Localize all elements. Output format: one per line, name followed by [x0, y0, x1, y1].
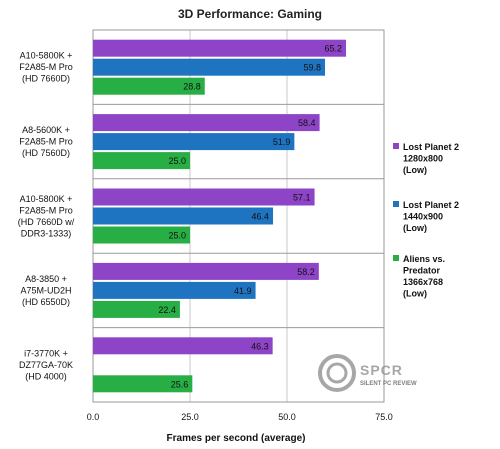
- logo-ring: [318, 354, 356, 392]
- category-label: i7-3770K + DZ77GA-70K (HD 4000): [19, 348, 73, 381]
- bar: [93, 152, 190, 170]
- bar: [93, 114, 320, 132]
- data-label: 65.2: [324, 44, 342, 54]
- data-label: 25.0: [168, 231, 186, 241]
- legend-swatch: [393, 255, 399, 261]
- bars: 65.259.8 28.8 58.4 51.9 25.0 57.1 46.4 25.0 58.2…: [93, 39, 346, 393]
- data-label: 46.4: [252, 212, 270, 222]
- x-tick-label: 0.0: [87, 412, 100, 422]
- legend-swatch: [393, 143, 399, 149]
- bar: [93, 58, 326, 76]
- bar: [93, 226, 190, 244]
- x-axis-label: Frames per second (average): [167, 433, 306, 444]
- data-label: 25.6: [171, 379, 189, 389]
- bar: [93, 188, 315, 206]
- data-label: 51.9: [273, 137, 291, 147]
- spcr-watermark: SPCR SILENT PC REVIEW: [318, 354, 417, 392]
- logo-tagline: SILENT PC REVIEW: [360, 381, 417, 387]
- logo-text: SPCR: [360, 362, 403, 378]
- category-label: A10-5800K + F2A85-M Pro (HD 7660D w/DDR3-1…: [18, 194, 75, 239]
- bar: [93, 337, 273, 355]
- data-label: 46.3: [251, 341, 269, 351]
- x-tick-label: 50.0: [278, 412, 296, 422]
- bar: [93, 77, 205, 95]
- legend-entry: Aliens vs. Predator 1366x768 (Low): [403, 254, 445, 299]
- legend-entry: Lost Planet 2 1280x800 (Low): [403, 142, 459, 175]
- data-label: 58.2: [297, 267, 315, 277]
- category-label: A10-5800K + F2A85-M Pro (HD 7660D): [19, 51, 73, 84]
- legend-entry: Lost Planet 2 1440x900 (Low): [403, 200, 459, 233]
- bar: [93, 207, 274, 225]
- bar: [93, 262, 319, 280]
- data-label: 59.8: [303, 63, 321, 73]
- logo-inner-ring: [326, 362, 348, 384]
- category-labels: A10-5800K + F2A85-M Pro (HD 7660D) A8-5600K…: [18, 51, 75, 382]
- bar: [93, 300, 180, 318]
- legend-swatch: [393, 201, 399, 207]
- category-label: A8-5600K + F2A85-M Pro (HD 7560D): [19, 125, 73, 158]
- bar: [93, 133, 295, 151]
- bar: [93, 375, 193, 393]
- data-label: 57.1: [293, 193, 311, 203]
- data-label: 28.8: [183, 82, 201, 92]
- bar: [93, 281, 256, 299]
- bar: [93, 39, 346, 57]
- x-tick-labels: 0.0 25.0 50.0 75.0: [87, 412, 393, 422]
- chart-title: 3D Performance: Gaming: [178, 7, 322, 21]
- x-tick-label: 25.0: [181, 412, 199, 422]
- x-tick-label: 75.0: [375, 412, 393, 422]
- data-label: 41.9: [234, 286, 252, 296]
- category-label: A8-3850 + A75M-UD2H (HD 6550D): [20, 274, 71, 307]
- data-label: 22.4: [158, 305, 176, 315]
- data-label: 58.4: [298, 118, 316, 128]
- data-label: 25.0: [168, 156, 186, 166]
